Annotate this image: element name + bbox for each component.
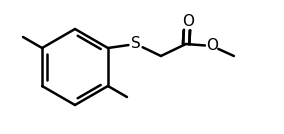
Text: O: O — [206, 38, 218, 53]
Text: O: O — [182, 14, 194, 29]
Text: S: S — [131, 36, 141, 51]
